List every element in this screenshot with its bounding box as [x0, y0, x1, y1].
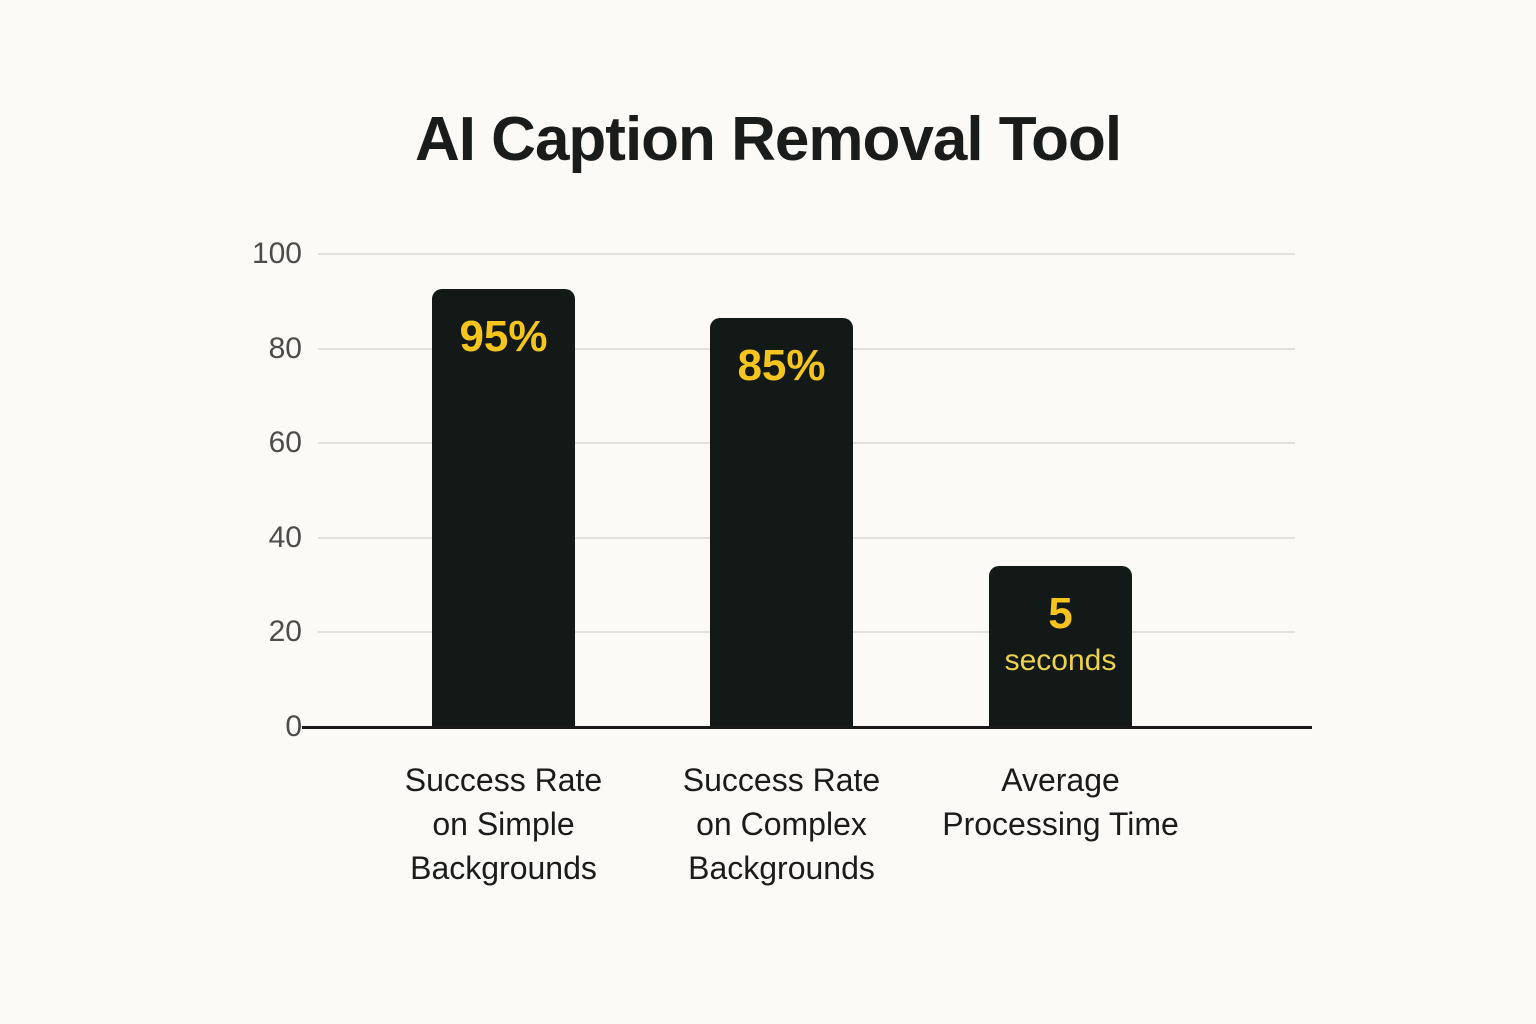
bar-1: 95% — [432, 289, 575, 727]
y-tick-label-0: 0 — [285, 710, 302, 743]
y-tick-label-100: 100 — [251, 237, 302, 270]
y-tick-label-40: 40 — [268, 520, 302, 554]
bar-2: 85% — [710, 318, 853, 727]
bar-3-value-sublabel: seconds — [1004, 644, 1117, 677]
bar-3-value-label: 5 — [1048, 589, 1073, 638]
y-tick-label-60: 60 — [268, 426, 302, 460]
x-category-label-1: Success Rate on Simple Backgrounds — [404, 762, 603, 886]
y-tick-label-20: 20 — [268, 615, 302, 649]
bar-1-value-label: 95% — [459, 312, 548, 361]
y-tick-label-80: 80 — [268, 331, 302, 365]
gridline-y-100 — [318, 253, 1295, 255]
bar-3: 5 seconds — [989, 566, 1132, 727]
x-axis-line — [302, 726, 1312, 729]
chart-title: AI Caption Removal Tool — [414, 105, 1122, 174]
x-category-label-2: Success Rate on Complex Backgrounds — [682, 762, 881, 886]
x-category-label-3: Average Processing Time — [942, 762, 1179, 842]
plot-area: 95% 85% 5 seconds — [302, 253, 1312, 729]
bar-2-value-label: 85% — [737, 341, 826, 390]
